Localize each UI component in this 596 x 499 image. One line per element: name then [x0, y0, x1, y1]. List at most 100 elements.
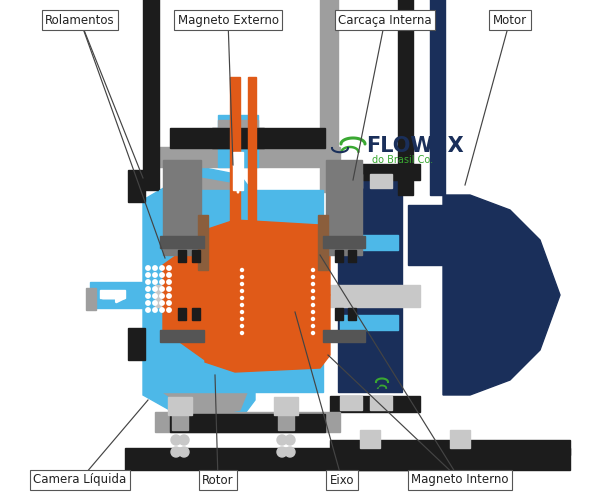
- Circle shape: [153, 301, 157, 305]
- Bar: [155, 147, 340, 167]
- Circle shape: [160, 301, 164, 305]
- Circle shape: [241, 317, 244, 320]
- Circle shape: [146, 273, 150, 277]
- Bar: [323, 236, 365, 248]
- Circle shape: [179, 447, 189, 457]
- Circle shape: [167, 308, 171, 312]
- Bar: [163, 160, 201, 255]
- Bar: [248, 77, 256, 222]
- Polygon shape: [163, 235, 205, 295]
- Circle shape: [312, 275, 315, 278]
- Circle shape: [171, 435, 181, 445]
- Bar: [330, 448, 570, 470]
- Circle shape: [160, 273, 164, 277]
- Bar: [192, 250, 200, 262]
- Bar: [159, 190, 323, 392]
- Text: Camera Líquida: Camera Líquida: [33, 474, 126, 487]
- Bar: [90, 282, 163, 308]
- Bar: [330, 440, 570, 455]
- Circle shape: [241, 296, 244, 299]
- Circle shape: [146, 308, 150, 312]
- Bar: [218, 115, 258, 167]
- Bar: [398, 0, 413, 195]
- Polygon shape: [443, 195, 560, 395]
- Bar: [128, 170, 145, 202]
- Circle shape: [153, 266, 157, 270]
- Bar: [340, 178, 400, 390]
- Circle shape: [312, 331, 315, 334]
- Circle shape: [277, 447, 287, 457]
- Circle shape: [146, 301, 150, 305]
- Circle shape: [241, 289, 244, 292]
- Bar: [340, 178, 400, 390]
- Text: Motor: Motor: [493, 13, 527, 26]
- Circle shape: [160, 294, 164, 298]
- Bar: [172, 400, 188, 430]
- Circle shape: [241, 275, 244, 278]
- Bar: [160, 236, 204, 248]
- Text: FLOWEX: FLOWEX: [366, 136, 464, 156]
- Bar: [155, 285, 420, 307]
- Bar: [326, 160, 362, 255]
- Circle shape: [167, 294, 171, 298]
- Circle shape: [160, 287, 164, 291]
- Bar: [233, 152, 243, 190]
- Circle shape: [160, 308, 164, 312]
- Bar: [143, 0, 159, 190]
- Bar: [125, 448, 475, 470]
- Circle shape: [167, 266, 171, 270]
- Bar: [348, 308, 356, 320]
- Bar: [168, 397, 192, 415]
- Bar: [370, 174, 392, 188]
- Bar: [408, 205, 446, 265]
- Bar: [340, 315, 398, 330]
- Circle shape: [167, 280, 171, 284]
- Polygon shape: [205, 295, 330, 372]
- Bar: [100, 290, 125, 298]
- Circle shape: [167, 301, 171, 305]
- Circle shape: [179, 435, 189, 445]
- Bar: [335, 250, 343, 262]
- Text: Carcaça Interna: Carcaça Interna: [338, 13, 432, 26]
- Circle shape: [153, 294, 157, 298]
- Text: do Brasil Co.: do Brasil Co.: [372, 155, 433, 165]
- Bar: [335, 308, 343, 320]
- Circle shape: [146, 294, 150, 298]
- Circle shape: [160, 266, 164, 270]
- Circle shape: [153, 287, 157, 291]
- Circle shape: [312, 310, 315, 313]
- Circle shape: [153, 280, 157, 284]
- Circle shape: [241, 282, 244, 285]
- Bar: [340, 235, 398, 250]
- Circle shape: [241, 268, 244, 271]
- Text: Eixo: Eixo: [330, 474, 354, 487]
- Bar: [198, 215, 208, 270]
- Circle shape: [312, 317, 315, 320]
- Polygon shape: [205, 220, 330, 295]
- Bar: [170, 128, 325, 148]
- Bar: [430, 0, 445, 195]
- Bar: [450, 430, 470, 448]
- Bar: [370, 396, 392, 410]
- Circle shape: [312, 289, 315, 292]
- Circle shape: [241, 331, 244, 334]
- Circle shape: [160, 280, 164, 284]
- Text: Rotor: Rotor: [202, 474, 234, 487]
- Circle shape: [312, 268, 315, 271]
- Circle shape: [285, 435, 295, 445]
- Polygon shape: [143, 167, 255, 427]
- Bar: [318, 215, 328, 270]
- Bar: [348, 250, 356, 262]
- Bar: [212, 128, 264, 148]
- Circle shape: [171, 447, 181, 457]
- Bar: [86, 288, 96, 310]
- Bar: [160, 330, 204, 342]
- Circle shape: [312, 282, 315, 285]
- Bar: [170, 414, 325, 432]
- Bar: [274, 397, 298, 415]
- Circle shape: [146, 280, 150, 284]
- Bar: [340, 396, 362, 410]
- Circle shape: [241, 303, 244, 306]
- Bar: [360, 430, 380, 448]
- Circle shape: [153, 273, 157, 277]
